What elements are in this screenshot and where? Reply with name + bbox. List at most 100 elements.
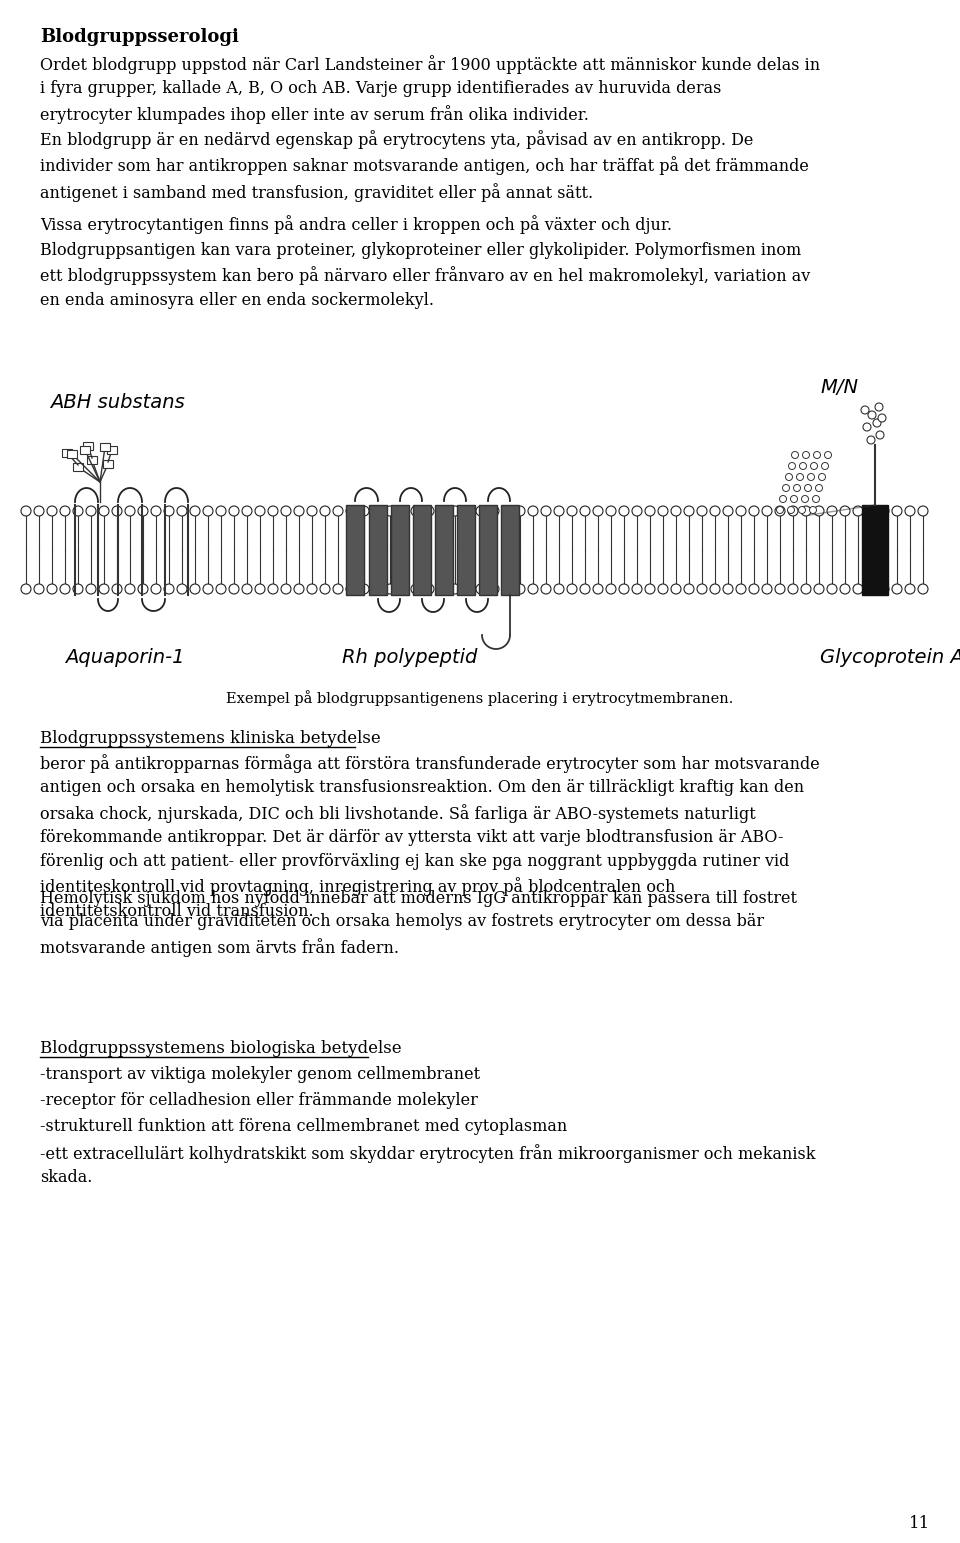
Text: Blodgruppsserologi: Blodgruppsserologi xyxy=(40,28,239,46)
Bar xyxy=(862,505,888,596)
Circle shape xyxy=(800,463,806,469)
Circle shape xyxy=(554,506,564,515)
Circle shape xyxy=(450,506,460,515)
Circle shape xyxy=(307,583,317,594)
Circle shape xyxy=(684,583,694,594)
Circle shape xyxy=(216,583,226,594)
Circle shape xyxy=(866,583,876,594)
Circle shape xyxy=(372,506,382,515)
Circle shape xyxy=(151,583,161,594)
Circle shape xyxy=(749,506,759,515)
Circle shape xyxy=(398,506,408,515)
Bar xyxy=(83,441,93,451)
Circle shape xyxy=(710,506,720,515)
Circle shape xyxy=(489,506,499,515)
Circle shape xyxy=(794,485,801,492)
Text: Blodgruppssystemens biologiska betydelse: Blodgruppssystemens biologiska betydelse xyxy=(40,1040,401,1057)
Circle shape xyxy=(385,583,395,594)
Circle shape xyxy=(827,583,837,594)
Circle shape xyxy=(177,506,187,515)
Circle shape xyxy=(814,583,824,594)
Circle shape xyxy=(804,485,811,492)
Circle shape xyxy=(229,506,239,515)
Circle shape xyxy=(809,506,817,514)
Text: ABH substans: ABH substans xyxy=(50,393,184,412)
Circle shape xyxy=(502,583,512,594)
Circle shape xyxy=(810,463,818,469)
Circle shape xyxy=(463,583,473,594)
Circle shape xyxy=(476,583,486,594)
Circle shape xyxy=(203,583,213,594)
Circle shape xyxy=(541,506,551,515)
Circle shape xyxy=(99,583,109,594)
Circle shape xyxy=(827,506,837,515)
Text: Hemolytisk sjukdom hos nyfödd innebär att moderns IgG antikroppar kan passera ti: Hemolytisk sjukdom hos nyfödd innebär at… xyxy=(40,890,797,957)
Bar xyxy=(435,505,453,596)
Circle shape xyxy=(34,506,44,515)
Circle shape xyxy=(489,583,499,594)
Circle shape xyxy=(619,506,629,515)
Circle shape xyxy=(840,506,850,515)
Circle shape xyxy=(372,583,382,594)
Text: -transport av viktiga molekyler genom cellmembranet: -transport av viktiga molekyler genom ce… xyxy=(40,1066,480,1083)
Circle shape xyxy=(164,583,174,594)
Circle shape xyxy=(476,506,486,515)
Circle shape xyxy=(863,423,871,430)
Circle shape xyxy=(802,495,808,503)
Circle shape xyxy=(502,506,512,515)
Text: -ett extracellulärt kolhydratskikt som skyddar erytrocyten från mikroorganismer : -ett extracellulärt kolhydratskikt som s… xyxy=(40,1143,815,1187)
Circle shape xyxy=(788,506,798,515)
Circle shape xyxy=(47,506,57,515)
Bar xyxy=(369,505,387,596)
Circle shape xyxy=(762,506,772,515)
Bar xyxy=(67,451,77,458)
Circle shape xyxy=(437,583,447,594)
Circle shape xyxy=(554,583,564,594)
Circle shape xyxy=(782,485,789,492)
Circle shape xyxy=(450,583,460,594)
Circle shape xyxy=(791,452,799,458)
Circle shape xyxy=(268,583,278,594)
Circle shape xyxy=(411,583,421,594)
Circle shape xyxy=(593,506,603,515)
Text: Ordet blodgrupp uppstod när Carl Landsteiner år 1900 upptäckte att människor kun: Ordet blodgrupp uppstod när Carl Landste… xyxy=(40,56,820,123)
Circle shape xyxy=(775,583,785,594)
Circle shape xyxy=(60,583,70,594)
Circle shape xyxy=(255,506,265,515)
Circle shape xyxy=(398,583,408,594)
Circle shape xyxy=(875,403,883,410)
Circle shape xyxy=(632,583,642,594)
Circle shape xyxy=(777,506,783,514)
Circle shape xyxy=(346,506,356,515)
Circle shape xyxy=(813,452,821,458)
Circle shape xyxy=(190,506,200,515)
Circle shape xyxy=(541,583,551,594)
Circle shape xyxy=(73,506,83,515)
Circle shape xyxy=(21,583,31,594)
Circle shape xyxy=(736,583,746,594)
Circle shape xyxy=(876,430,884,440)
Circle shape xyxy=(868,410,876,420)
Circle shape xyxy=(21,506,31,515)
Circle shape xyxy=(307,506,317,515)
Circle shape xyxy=(879,583,889,594)
Circle shape xyxy=(749,583,759,594)
Circle shape xyxy=(515,583,525,594)
Circle shape xyxy=(878,414,886,421)
Bar xyxy=(479,505,497,596)
Circle shape xyxy=(164,506,174,515)
Circle shape xyxy=(658,583,668,594)
Circle shape xyxy=(73,583,83,594)
Circle shape xyxy=(47,583,57,594)
Circle shape xyxy=(788,583,798,594)
Text: beror på antikropparnas förmåga att förstöra transfunderade erytrocyter som har : beror på antikropparnas förmåga att förs… xyxy=(40,755,820,920)
Circle shape xyxy=(463,506,473,515)
Circle shape xyxy=(822,463,828,469)
Circle shape xyxy=(567,506,577,515)
Text: Vissa erytrocytantigen finns på andra celler i kroppen och på växter och djur.: Vissa erytrocytantigen finns på andra ce… xyxy=(40,214,672,235)
Circle shape xyxy=(697,583,707,594)
Circle shape xyxy=(775,506,785,515)
Bar xyxy=(80,446,90,454)
Circle shape xyxy=(801,506,811,515)
Bar xyxy=(100,443,110,451)
